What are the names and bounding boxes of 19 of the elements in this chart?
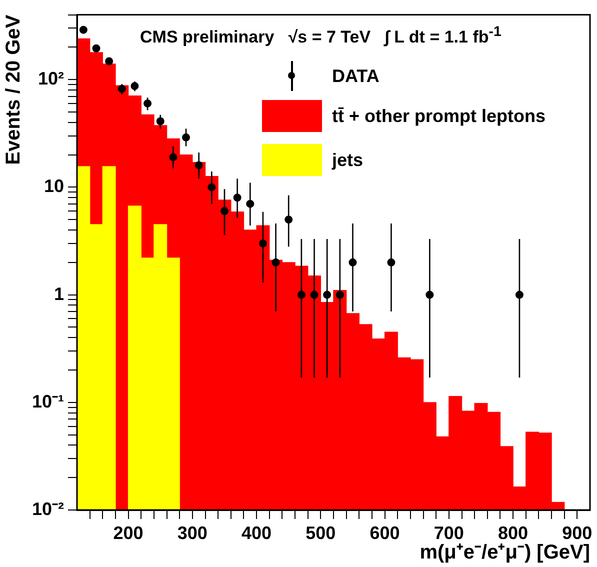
y-tick-label: 10	[44, 176, 64, 196]
y-axis-title: Events / 20 GeV	[2, 14, 25, 165]
x-tick-label: 900	[562, 522, 592, 543]
text: CMS preliminary √s = 7 TeV ∫ L dt = 1.1 fb$^{-1}$	[140, 24, 502, 48]
x-tick-label: 400	[242, 522, 272, 543]
y-tick-label: 10⁻¹	[32, 391, 64, 412]
x-tick-label: 700	[434, 522, 464, 543]
legend-label: DATA	[332, 66, 380, 86]
x-tick-label: 600	[370, 522, 400, 543]
y-tick-label: 10²	[38, 68, 64, 89]
y-tick-label: 1	[54, 284, 64, 304]
legend-label: tt̄ + other prompt leptons	[332, 106, 546, 126]
x-tick-label: 300	[177, 522, 208, 543]
x-tick-label: 800	[498, 522, 528, 543]
x-axis-title: m(μ⁺e⁻/e⁺μ⁻) [GeV]	[420, 542, 590, 564]
x-tick-label: 200	[113, 522, 144, 543]
legend-label: jets	[332, 150, 364, 170]
x-tick-label: 500	[306, 522, 336, 543]
y-tick-label: 10⁻²	[32, 498, 64, 519]
